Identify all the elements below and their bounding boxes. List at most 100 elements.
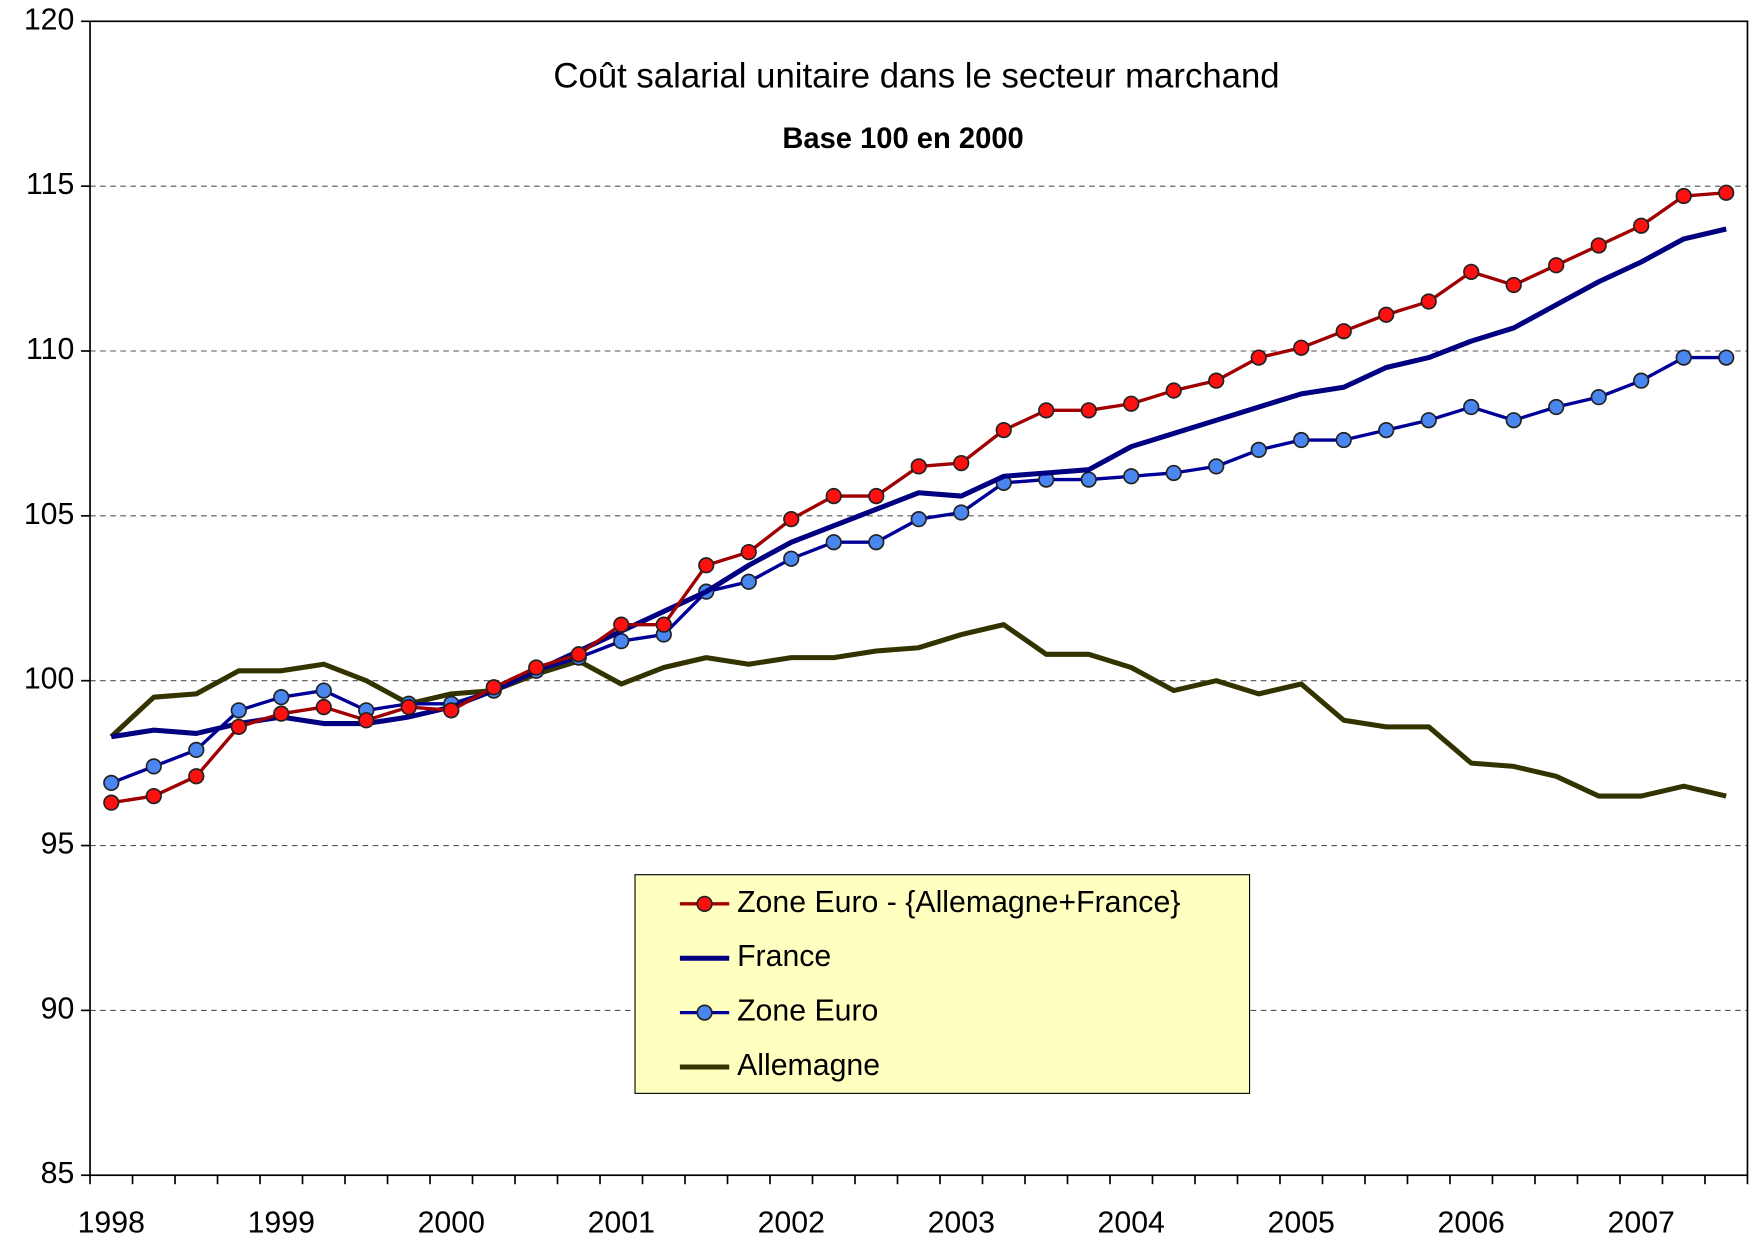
series-marker xyxy=(740,543,757,561)
x-tick-label: 2005 xyxy=(1268,1207,1335,1240)
series-marker xyxy=(1633,217,1650,234)
series-marker xyxy=(783,511,800,528)
series-marker xyxy=(655,616,672,633)
series-marker xyxy=(1038,402,1055,419)
series-marker xyxy=(145,787,162,805)
series-marker xyxy=(1463,398,1480,416)
series-marker xyxy=(995,421,1012,439)
series-marker xyxy=(358,712,375,729)
series-marker xyxy=(1675,187,1692,205)
series-marker xyxy=(613,616,630,633)
series-marker xyxy=(698,557,715,574)
x-tick-label: 2004 xyxy=(1098,1207,1165,1240)
series-marker xyxy=(740,573,757,590)
x-tick-label: 2002 xyxy=(758,1207,825,1240)
series-marker xyxy=(103,774,120,792)
series-marker xyxy=(1718,349,1735,366)
series-marker xyxy=(1123,395,1140,412)
series-marker xyxy=(1378,306,1395,323)
series-marker xyxy=(1250,349,1267,366)
series-marker xyxy=(1335,323,1352,340)
series-marker xyxy=(315,698,332,716)
series-marker xyxy=(188,768,205,785)
y-tick-label: 110 xyxy=(26,333,74,366)
series-line xyxy=(109,622,1727,799)
series-marker xyxy=(273,705,290,722)
series-line xyxy=(110,226,1727,740)
series-marker xyxy=(1293,431,1310,449)
series-marker xyxy=(103,794,120,811)
series-marker xyxy=(1590,237,1607,254)
series-marker xyxy=(910,511,927,528)
x-tick-label: 2000 xyxy=(418,1207,485,1240)
plot xyxy=(103,184,1735,811)
legend: Zone Euro - {Allemagne+France} France Zone… xyxy=(634,874,1251,1094)
series-marker xyxy=(1080,471,1097,488)
x-tick-label: 1998 xyxy=(78,1207,145,1240)
series-marker xyxy=(528,659,545,676)
y-tick-label: 85 xyxy=(41,1157,75,1190)
series-marker xyxy=(145,758,162,775)
x-tick-label: 2007 xyxy=(1608,1207,1675,1240)
series-marker xyxy=(910,458,927,475)
legend-label: Zone Euro xyxy=(737,995,878,1028)
series-marker xyxy=(868,487,885,505)
x-tick-label: 2006 xyxy=(1438,1207,1505,1240)
plot-frame xyxy=(89,20,1749,1177)
series-marker xyxy=(230,718,247,735)
series-marker xyxy=(783,550,800,567)
series-marker xyxy=(1165,382,1182,399)
series-marker xyxy=(230,702,247,719)
chart-title: Coût salarial unitaire dans le secteur m… xyxy=(553,58,1279,96)
series-marker xyxy=(1335,431,1352,449)
series-marker xyxy=(1208,458,1225,475)
x-tick-label: 1999 xyxy=(248,1207,315,1240)
series-marker xyxy=(188,741,205,759)
series-marker xyxy=(273,689,290,706)
legend-label: Zone Euro - {Allemagne+France} xyxy=(737,886,1180,919)
series-marker xyxy=(953,454,970,472)
series-marker xyxy=(1123,468,1140,485)
y-tick-label: 95 xyxy=(41,828,75,861)
x-tick-label: 2003 xyxy=(928,1207,995,1240)
series-marker xyxy=(1718,184,1735,201)
series-marker xyxy=(1548,398,1565,416)
series-marker xyxy=(953,504,970,521)
series-marker xyxy=(1378,421,1395,439)
series-marker xyxy=(825,487,842,505)
series-marker xyxy=(1293,339,1310,356)
series-marker xyxy=(400,698,417,716)
legend-label: Allemagne xyxy=(737,1049,880,1082)
series-marker xyxy=(825,534,842,551)
y-tick-label: 105 xyxy=(24,498,75,531)
chart-subtitle: Base 100 en 2000 xyxy=(782,123,1023,155)
y-tick-label: 120 xyxy=(24,3,75,36)
series-marker xyxy=(1633,372,1650,389)
legend-label: France xyxy=(737,940,831,973)
series-marker xyxy=(1548,257,1565,274)
series-marker xyxy=(1505,412,1522,429)
series-marker xyxy=(1080,402,1097,419)
series-marker xyxy=(1675,349,1692,366)
series-marker xyxy=(1250,441,1267,459)
legend-box xyxy=(634,874,1251,1094)
series-marker xyxy=(1208,372,1225,389)
y-tick-label: 90 xyxy=(41,992,75,1025)
y-tick-label: 100 xyxy=(24,663,75,696)
series-marker xyxy=(485,679,502,696)
series-marker xyxy=(1590,389,1607,406)
legend-marker xyxy=(696,895,713,912)
legend-marker xyxy=(696,1004,713,1021)
y-tick-label: 115 xyxy=(26,168,74,201)
series-marker xyxy=(315,682,332,699)
series-marker xyxy=(1505,276,1522,294)
series-marker xyxy=(1463,263,1480,281)
series-marker xyxy=(443,702,460,719)
series-marker xyxy=(868,534,885,551)
series-marker xyxy=(570,646,587,663)
series-marker xyxy=(1165,464,1182,482)
x-tick-label: 2001 xyxy=(588,1207,655,1240)
series-marker xyxy=(1420,293,1437,310)
series-marker xyxy=(1420,412,1437,429)
